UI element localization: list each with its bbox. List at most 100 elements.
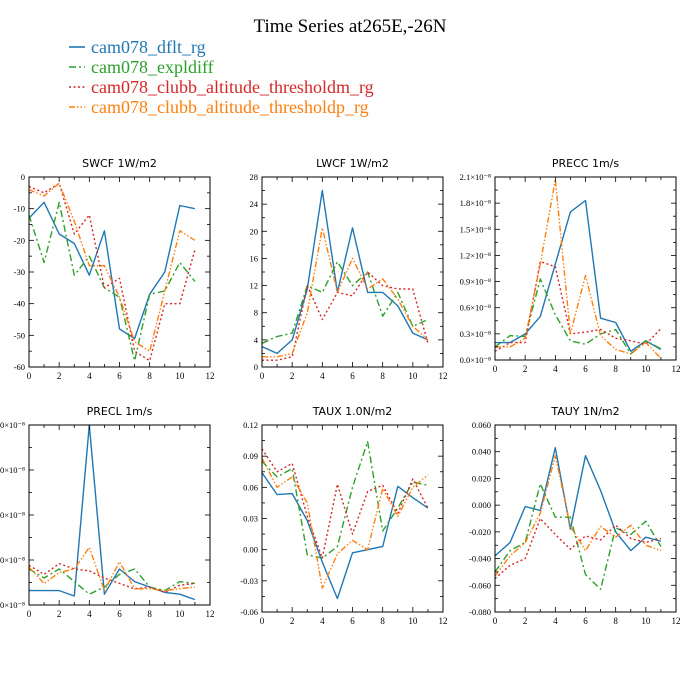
x-tick-label-0: 12 (206, 371, 215, 381)
x-tick-label-4: 2 (290, 616, 295, 626)
panel-2: PRECC 1m/s 0 2 4 6 8 10 12 0.0×10⁻⁸ 0.3×10⁻⁸ 0.6×1… (460, 157, 681, 374)
series-line-1-2 (262, 271, 429, 361)
legend-label-2: cam078_clubb_altitude_thresholdm_rg (91, 77, 374, 97)
series-line-5-0 (495, 447, 662, 557)
x-tick-label-0: 4 (87, 371, 92, 381)
x-tick-label-3: 8 (147, 609, 152, 619)
y-tick-label-3: 0×10⁻⁸ (0, 465, 25, 475)
y-tick-label-1: 20 (250, 226, 259, 236)
y-tick-label-2: 2.1×10⁻⁸ (460, 172, 491, 182)
panel-5: TAUY 1N/m2 0 2 4 6 8 10 12 -0.080 -0.060 -0.040 -0.… (469, 405, 680, 626)
panel-title-0: SWCF 1W/m2 (82, 157, 157, 170)
y-tick-label-5: -0.080 (469, 607, 491, 617)
x-tick-label-4: 10 (408, 616, 418, 626)
y-tick-label-1: 8 (254, 308, 258, 318)
series-line-1-0 (262, 189, 429, 355)
panel-title-5: TAUY 1N/m2 (550, 405, 619, 418)
x-tick-label-2: 4 (553, 364, 558, 374)
x-tick-label-2: 2 (523, 364, 528, 374)
y-tick-label-2: 0.3×10⁻⁸ (460, 329, 491, 339)
y-tick-label-0: -30 (14, 267, 25, 277)
panels: SWCF 1W/m20 2 4 6 8 10 12-60-50-40-30-20-100LW… (0, 157, 681, 626)
x-tick-label-3: 10 (175, 609, 185, 619)
x-tick-label-1: 0 (260, 371, 265, 381)
y-tick-label-1: 0 (254, 362, 258, 372)
x-tick-label-2: 12 (672, 364, 681, 374)
plot-frame-5 (494, 424, 677, 613)
plot-frame-4 (261, 424, 444, 613)
x-tick-label-2: 0 (493, 364, 498, 374)
y-tick-label-4: 0.00 (243, 545, 258, 555)
series-line-2-0 (495, 199, 662, 352)
series-line-5-3 (495, 455, 662, 577)
panel-title-3: PRECL 1m/s (87, 405, 153, 418)
plot-frame-3 (28, 424, 211, 606)
x-tick-label-0: 6 (117, 371, 122, 381)
x-tick-label-5: 12 (672, 616, 681, 626)
x-tick-label-1: 2 (290, 371, 295, 381)
y-tick-label-5: 0.020 (472, 473, 491, 483)
y-tick-label-5: -0.040 (469, 554, 491, 564)
series-line-5-1 (495, 483, 662, 590)
y-tick-label-0: -50 (14, 330, 25, 340)
y-tick-label-3: 0×10⁻⁸ (0, 420, 25, 430)
x-tick-label-5: 4 (553, 616, 558, 626)
y-tick-label-4: 0.03 (243, 514, 258, 524)
series-line-0-1 (29, 201, 196, 362)
series-line-2-3 (495, 178, 662, 359)
x-tick-label-1: 4 (320, 371, 325, 381)
y-tick-label-1: 24 (250, 199, 259, 209)
x-tick-label-5: 6 (583, 616, 588, 626)
y-tick-label-5: -0.020 (469, 527, 491, 537)
x-tick-label-0: 0 (27, 371, 32, 381)
y-tick-label-1: 28 (250, 172, 259, 182)
x-tick-label-4: 12 (439, 616, 448, 626)
x-tick-label-3: 0 (27, 609, 32, 619)
panel-0: SWCF 1W/m2 0 2 4 6 8 10 12 -60 -50 -40 -30 -20 -10 0 (14, 157, 215, 381)
y-tick-label-2: 0.0×10⁻⁸ (460, 355, 491, 365)
x-tick-label-1: 8 (380, 371, 385, 381)
y-tick-label-5: 0.040 (472, 447, 491, 457)
y-tick-label-2: 0.6×10⁻⁸ (460, 303, 491, 313)
legend-label-1: cam078_expldiff (91, 57, 214, 77)
series-line-0-3 (29, 182, 196, 352)
y-tick-label-5: -0.060 (469, 580, 491, 590)
legend: cam078_dflt_rgcam078_expldiffcam078_club… (69, 37, 374, 117)
series-line-1-1 (262, 261, 429, 344)
x-tick-label-5: 10 (641, 616, 651, 626)
y-tick-label-2: 1.8×10⁻⁸ (460, 198, 491, 208)
series-line-4-1 (262, 440, 429, 559)
y-tick-label-2: 1.5×10⁻⁸ (460, 224, 491, 234)
x-tick-label-2: 8 (613, 364, 618, 374)
series-line-4-0 (262, 472, 429, 600)
y-tick-label-0: 0 (21, 172, 25, 182)
y-tick-label-0: -20 (14, 235, 25, 245)
y-tick-label-1: 16 (250, 253, 259, 263)
x-tick-label-4: 0 (260, 616, 265, 626)
y-tick-label-1: 12 (250, 281, 259, 291)
x-tick-label-3: 2 (57, 609, 62, 619)
x-tick-label-5: 8 (613, 616, 618, 626)
x-tick-label-2: 10 (641, 364, 651, 374)
panel-title-4: TAUX 1.0N/m2 (312, 405, 393, 418)
x-tick-label-1: 12 (439, 371, 448, 381)
y-tick-label-3: 0×10⁻⁸ (0, 600, 25, 610)
x-tick-label-5: 2 (523, 616, 528, 626)
series-line-4-2 (262, 448, 429, 559)
x-tick-label-3: 12 (206, 609, 215, 619)
panel-4: TAUX 1.0N/m2 0 2 4 6 8 10 12 -0.06 -0.03 0.00 0.03 0… (240, 405, 447, 626)
panel-title-1: LWCF 1W/m2 (316, 157, 389, 170)
series-line-1-3 (262, 227, 429, 358)
panel-title-2: PRECC 1m/s (552, 157, 620, 170)
series-line-3-2 (29, 562, 195, 594)
figure-title: Time Series at265E,-26N (254, 16, 447, 37)
x-tick-label-1: 10 (408, 371, 418, 381)
y-tick-label-0: -10 (14, 204, 25, 214)
series-line-3-1 (29, 568, 195, 595)
x-tick-label-1: 6 (350, 371, 355, 381)
y-tick-label-4: 0.06 (243, 482, 258, 492)
x-tick-label-3: 4 (87, 609, 92, 619)
series-line-4-3 (262, 457, 429, 589)
